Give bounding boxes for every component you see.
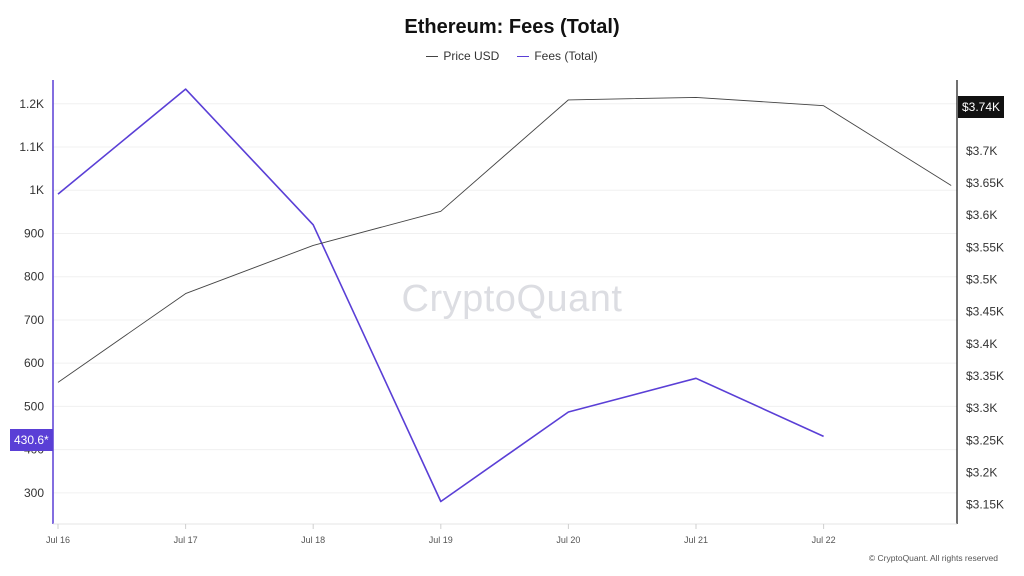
legend-swatch-price <box>426 55 439 57</box>
y-right-tick-label: $3.2K <box>966 466 997 480</box>
series-line-price <box>57 96 952 383</box>
x-tick-label: Jul 19 <box>429 535 453 545</box>
tick-label-layer: 3004005006007008009001K1.1K1.2K$3.15K$3.… <box>19 97 1004 545</box>
price-current-value-badge: $3.74K <box>958 96 1005 118</box>
legend-swatch-fees <box>517 55 530 57</box>
chart-title: Ethereum: Fees (Total) <box>404 16 620 38</box>
y-left-tick-label: 900 <box>24 226 44 240</box>
y-left-tick-label: 1K <box>29 183 44 197</box>
legend-label-price: Price USD <box>443 49 500 63</box>
series-layer <box>57 88 952 503</box>
x-tick-label: Jul 22 <box>812 535 836 545</box>
copyright-notice: © CryptoQuant. All rights reserved <box>868 553 998 563</box>
y-left-tick-label: 1.2K <box>19 97 44 111</box>
y-left-tick-label: 700 <box>24 313 44 327</box>
legend: Price USD Fees (Total) <box>0 49 1024 63</box>
grid-layer <box>53 103 957 494</box>
x-tick-label: Jul 16 <box>46 535 70 545</box>
y-right-tick-label: $3.25K <box>966 433 1004 447</box>
legend-label-fees: Fees (Total) <box>534 49 598 63</box>
x-tick-label: Jul 18 <box>301 535 325 545</box>
y-right-tick-label: $3.4K <box>966 337 997 351</box>
y-right-tick-label: $3.65K <box>966 176 1004 190</box>
y-right-tick-label: $3.7K <box>966 144 997 158</box>
x-tick-label: Jul 20 <box>556 535 580 545</box>
axis-layer <box>52 80 958 529</box>
y-left-tick-label: 600 <box>24 356 44 370</box>
y-right-tick-label: $3.3K <box>966 401 997 415</box>
x-tick-label: Jul 21 <box>684 535 708 545</box>
y-right-tick-label: $3.15K <box>966 498 1004 512</box>
legend-item-price[interactable]: Price USD <box>426 49 499 63</box>
y-right-tick-label: $3.55K <box>966 240 1004 254</box>
y-right-tick-label: $3.6K <box>966 208 997 222</box>
y-left-tick-label: 500 <box>24 399 44 413</box>
legend-item-fees[interactable]: Fees (Total) <box>517 49 598 63</box>
y-left-tick-label: 300 <box>24 486 44 500</box>
y-left-tick-label: 1.1K <box>19 140 44 154</box>
series-line-fees <box>57 88 824 503</box>
y-right-tick-label: $3.35K <box>966 369 1004 383</box>
y-right-tick-label: $3.45K <box>966 305 1004 319</box>
x-tick-label: Jul 17 <box>174 535 198 545</box>
fees-current-value-badge: 430.6* <box>10 429 53 451</box>
y-right-tick-label: $3.5K <box>966 272 997 286</box>
watermark: CryptoQuant <box>401 278 623 320</box>
y-left-tick-label: 800 <box>24 270 44 284</box>
